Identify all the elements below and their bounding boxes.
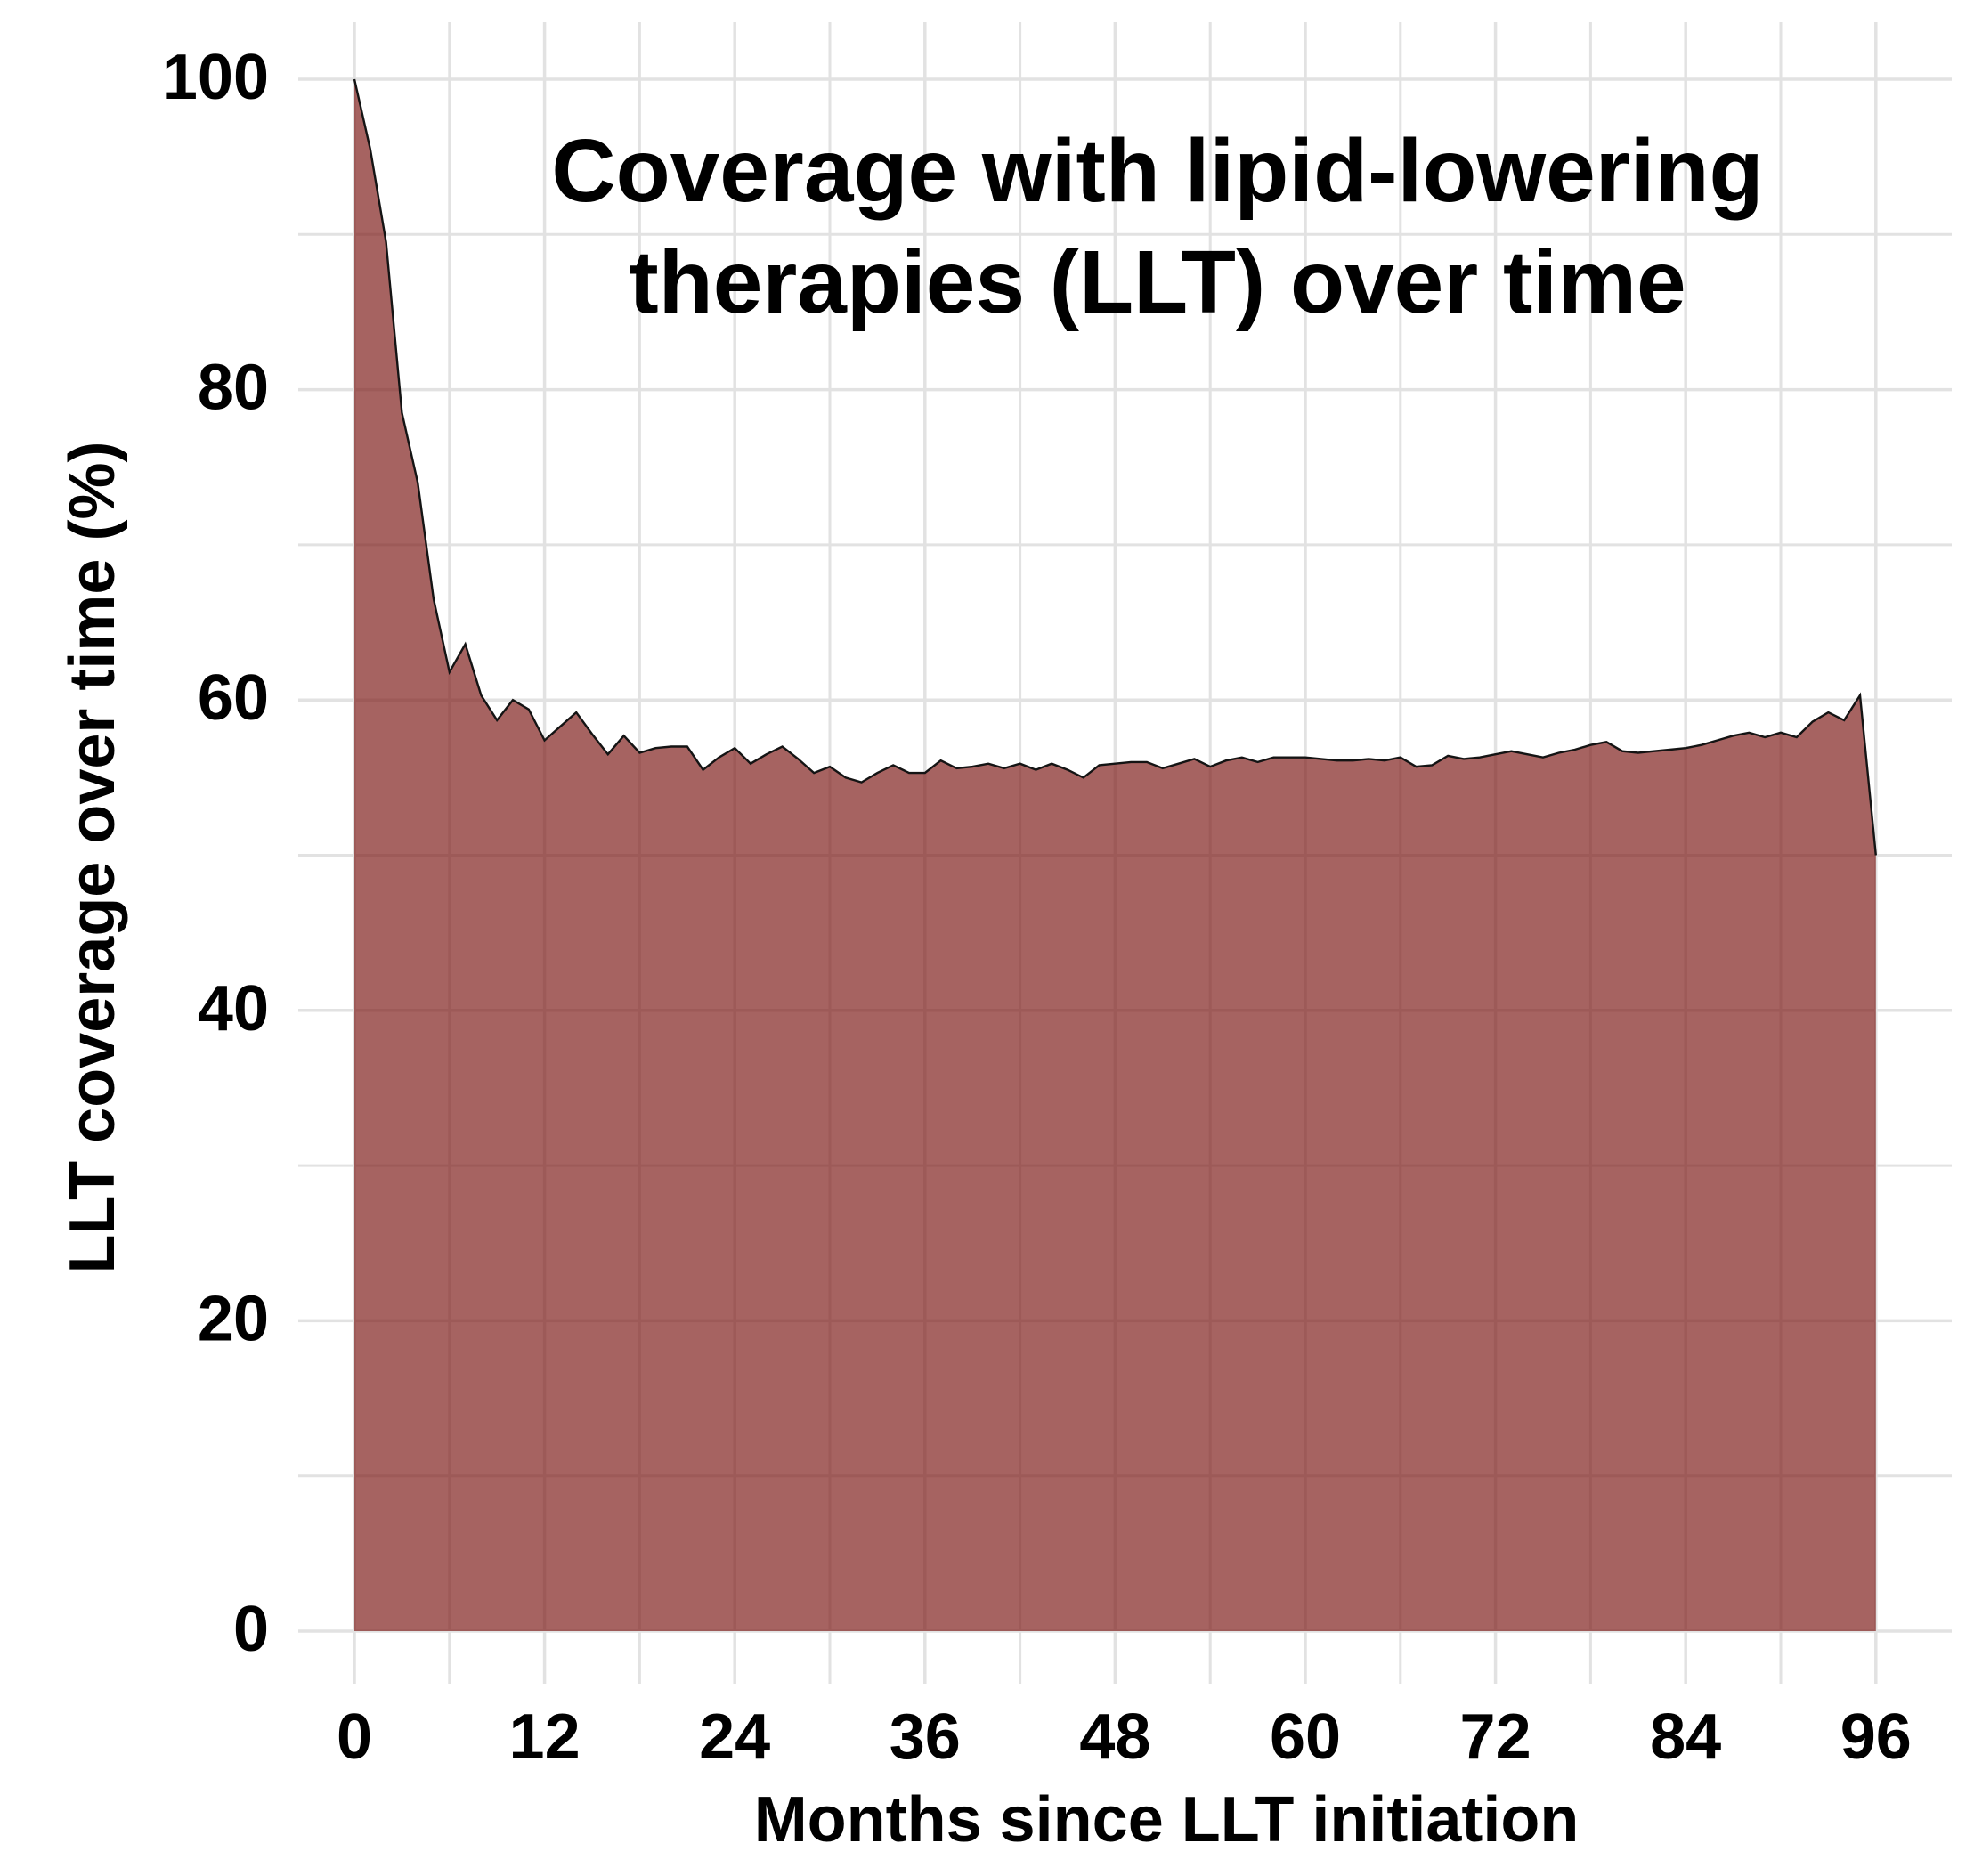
x-tick-label: 24 bbox=[699, 1701, 770, 1773]
x-axis-tick-labels: 0 12 24 36 48 60 72 84 96 bbox=[337, 1701, 1912, 1773]
area-fill bbox=[354, 79, 1876, 1631]
x-tick-label: 96 bbox=[1840, 1701, 1912, 1773]
y-tick-label: 60 bbox=[198, 662, 269, 734]
y-tick-label: 100 bbox=[162, 42, 269, 113]
area-outline bbox=[353, 78, 1877, 856]
x-tick-label: 48 bbox=[1079, 1701, 1150, 1773]
y-axis-tick-labels: 0 20 40 60 80 100 bbox=[162, 42, 269, 1665]
x-tick-label: 60 bbox=[1270, 1701, 1341, 1773]
x-tick-label: 36 bbox=[890, 1701, 961, 1773]
y-tick-label: 80 bbox=[198, 353, 269, 424]
x-tick-label: 0 bbox=[337, 1701, 372, 1773]
y-axis-title: LLT coverage over time (%) bbox=[57, 442, 128, 1274]
x-axis-title: Months since LLT initiation bbox=[754, 1784, 1580, 1856]
x-tick-label: 84 bbox=[1650, 1701, 1721, 1773]
x-tick-label: 72 bbox=[1460, 1701, 1531, 1773]
y-tick-label: 40 bbox=[198, 973, 269, 1044]
x-tick-label: 12 bbox=[509, 1701, 581, 1773]
chart-title-line2: therapies (LLT) over time bbox=[629, 232, 1686, 332]
y-tick-label: 20 bbox=[198, 1283, 269, 1354]
chart-title-line1: Coverage with lipid-lowering bbox=[551, 121, 1763, 221]
y-tick-label: 0 bbox=[233, 1594, 269, 1665]
